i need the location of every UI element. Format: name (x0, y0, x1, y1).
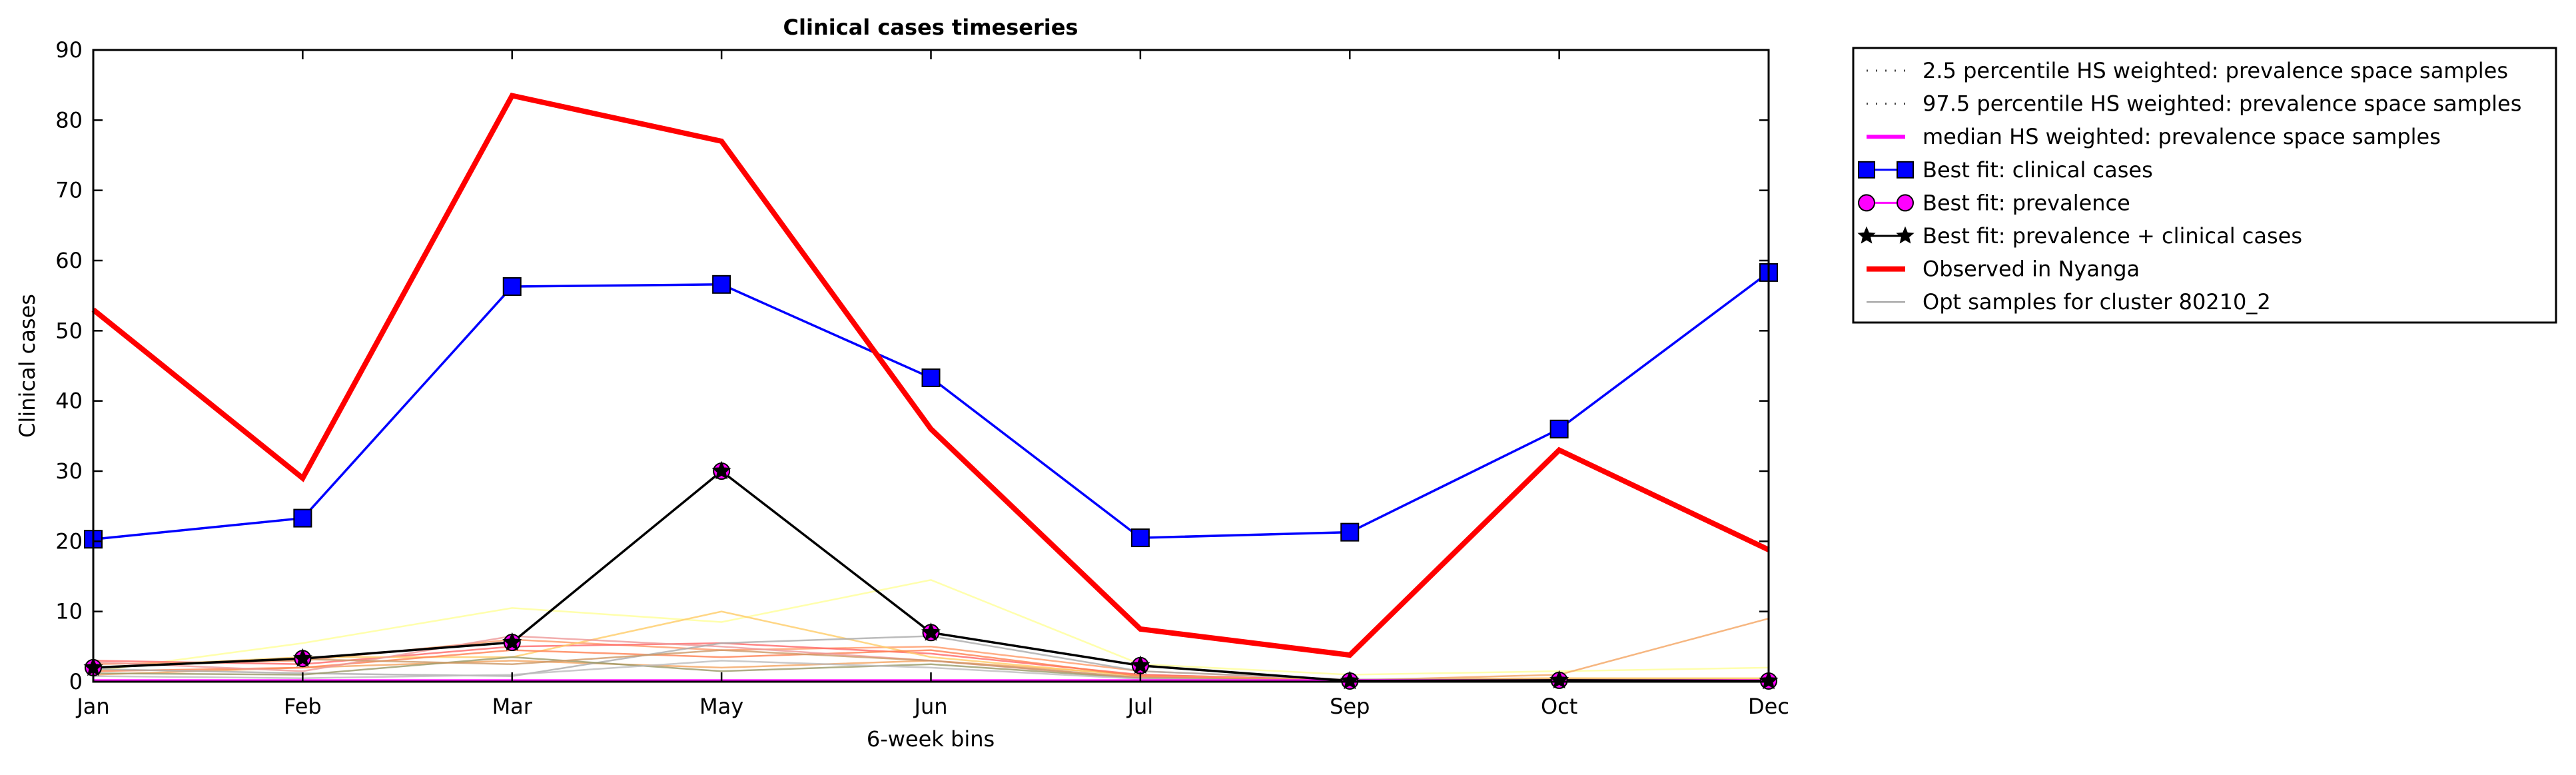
best-fit-clinical-point (1340, 522, 1360, 542)
axes-layer: Jan Feb Mar May Jun Jul Sep Oct Dec 0 10 20 30 40 50 60… (55, 37, 1789, 719)
plot-area-frame (92, 49, 1770, 683)
best-fit-combined-point (711, 460, 731, 480)
y-tick-label: 70 (55, 178, 83, 203)
legend-label: Best fit: prevalence (1923, 190, 2130, 215)
best-fit-clinical-point (293, 508, 312, 528)
legend-entry: Observed in Nyanga (1867, 257, 2140, 282)
y-tick-label: 20 (55, 528, 83, 554)
legend-entry: Opt samples for cluster 80210_2 (1867, 289, 2271, 315)
legend-marker (1857, 226, 1876, 244)
best-fit-combined-point (921, 622, 941, 641)
y-tick-label: 40 (55, 388, 83, 414)
best-fit-clinical-point (502, 277, 522, 296)
y-tick-label: 0 (69, 669, 83, 694)
legend-marker (1858, 161, 1875, 179)
y-axis-label: Clinical cases (15, 294, 40, 438)
opt-sample-line-1 (93, 579, 1769, 676)
legend-marker (1897, 161, 1914, 179)
x-tick-label: Jan (75, 694, 109, 719)
legend: 2.5 percentile HS weighted: prevalence s… (1852, 47, 2557, 324)
legend-label: median HS weighted: prevalence space sam… (1923, 124, 2441, 149)
legend-box (1852, 47, 2557, 324)
markers-layer (83, 263, 1779, 690)
y-tick-label: 90 (55, 37, 83, 63)
best-fit-clinical-point (921, 368, 941, 387)
chart-title: Clinical cases timeseries (783, 15, 1078, 40)
x-tick-label: Feb (284, 694, 322, 719)
series-layer (91, 92, 1770, 683)
y-tick-label: 80 (55, 107, 83, 133)
legend-entry: 97.5 percentile HS weighted: prevalence … (1867, 91, 2521, 117)
x-tick-label: Dec (1748, 694, 1789, 719)
observed-line (91, 92, 1770, 658)
best-fit-combined-point (502, 632, 522, 651)
legend-entry: Best fit: clinical cases (1858, 157, 2153, 183)
legend-label: 2.5 percentile HS weighted: prevalence s… (1923, 58, 2508, 83)
best-fit-combined-point (292, 648, 312, 667)
legend-label: Best fit: clinical cases (1923, 157, 2153, 183)
x-tick-label: May (699, 694, 743, 719)
x-tick-label: Jul (1126, 694, 1154, 719)
legend-entry: Best fit: prevalence + clinical cases (1857, 223, 2302, 249)
legend-marker (1897, 194, 1914, 212)
legend-label: Opt samples for cluster 80210_2 (1923, 289, 2271, 315)
legend-marker (1858, 194, 1875, 212)
y-tick-label: 10 (55, 599, 83, 624)
x-tick-label: Oct (1541, 694, 1577, 719)
best-fit-clinical-point (1549, 419, 1569, 438)
y-tick-label: 30 (55, 458, 83, 484)
legend-entry: Best fit: prevalence (1858, 190, 2130, 215)
x-axis-label: 6-week bins (867, 726, 995, 752)
y-tick-label: 60 (55, 248, 83, 273)
legend-entry: median HS weighted: prevalence space sam… (1867, 124, 2441, 149)
legend-label: Best fit: prevalence + clinical cases (1923, 223, 2302, 249)
best-fit-clinical-point (712, 275, 731, 294)
legend-marker (1896, 226, 1915, 244)
y-tick-label: 50 (55, 318, 83, 343)
legend-label: Observed in Nyanga (1923, 257, 2140, 282)
best-fit-clinical-point (1130, 528, 1150, 548)
x-tick-label: Jun (913, 694, 948, 719)
x-tick-label: Mar (492, 694, 533, 719)
x-tick-label: Sep (1330, 694, 1370, 719)
legend-label: 97.5 percentile HS weighted: prevalence … (1923, 91, 2521, 117)
best-fit-combined-point (1130, 655, 1150, 674)
legend-entry: 2.5 percentile HS weighted: prevalence s… (1867, 58, 2508, 83)
